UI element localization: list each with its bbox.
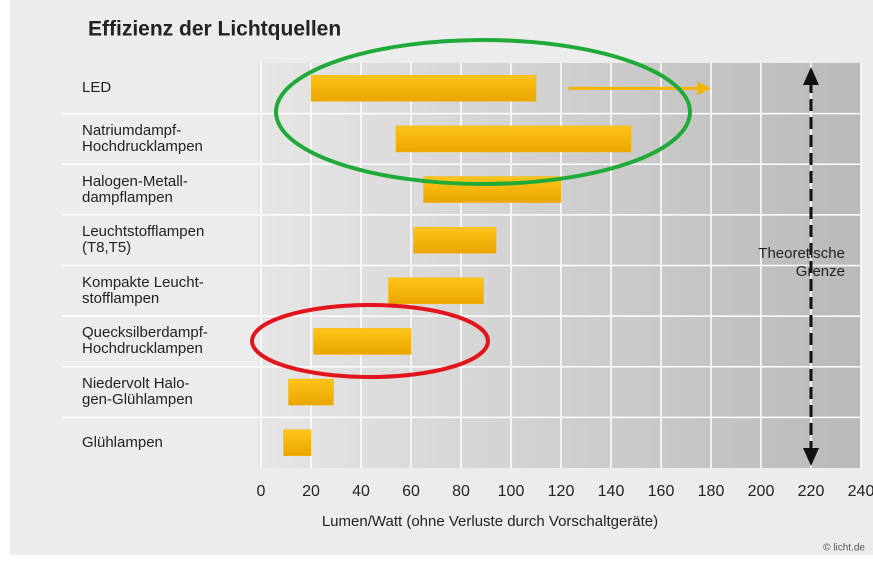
x-tick-label: 160: [648, 483, 675, 500]
x-tick-label: 120: [548, 483, 575, 500]
bar: [288, 378, 334, 406]
category-label: Natriumdampf- Hochdrucklampen: [82, 121, 203, 155]
category-label: Kompakte Leucht- stofflampen: [82, 273, 204, 307]
x-tick-label: 240: [848, 483, 873, 500]
x-tick-label: 140: [598, 483, 625, 500]
trend-arrowhead: [697, 81, 711, 96]
bar: [388, 277, 484, 305]
limit-arrowhead: [803, 67, 819, 85]
x-tick-label: 0: [257, 483, 266, 500]
category-label: Niedervolt Halo- gen-Glühlampen: [82, 375, 193, 409]
bar: [395, 125, 632, 153]
x-tick-label: 20: [302, 483, 320, 500]
x-tick-label: 180: [698, 483, 725, 500]
category-label: Glühlampen: [82, 433, 163, 451]
x-tick-label: 200: [748, 483, 775, 500]
credit: © licht.de: [823, 543, 865, 554]
x-axis-label: Lumen/Watt (ohne Verluste durch Vorschal…: [322, 513, 658, 530]
category-label: Halogen-Metall- dampflampen: [82, 172, 188, 206]
bar: [413, 226, 497, 254]
x-tick-label: 80: [452, 483, 470, 500]
bar: [310, 75, 537, 102]
marks: 0 20 40 60 80 100 120 140 160 180 200 220 240: [62, 63, 873, 500]
highlight-ellipse: [274, 38, 692, 186]
x-tick-label: 220: [798, 483, 825, 500]
category-label: Quecksilberdampf- Hochdrucklampen: [82, 324, 208, 358]
highlight-ellipse: [250, 303, 490, 379]
bar: [283, 429, 312, 456]
limit-arrowhead: [803, 448, 819, 466]
category-label: Leuchtstofflampen (T8,T5): [82, 223, 205, 257]
x-tick-label: 100: [498, 483, 525, 500]
bar: [313, 328, 412, 355]
x-tick-label: 60: [402, 483, 420, 500]
category-label: LED: [82, 79, 112, 97]
limit-label: Theoretische Grenze: [758, 245, 845, 280]
x-tick-label: 40: [352, 483, 370, 500]
chart-title: Effizienz der Lichtquellen: [88, 18, 341, 41]
